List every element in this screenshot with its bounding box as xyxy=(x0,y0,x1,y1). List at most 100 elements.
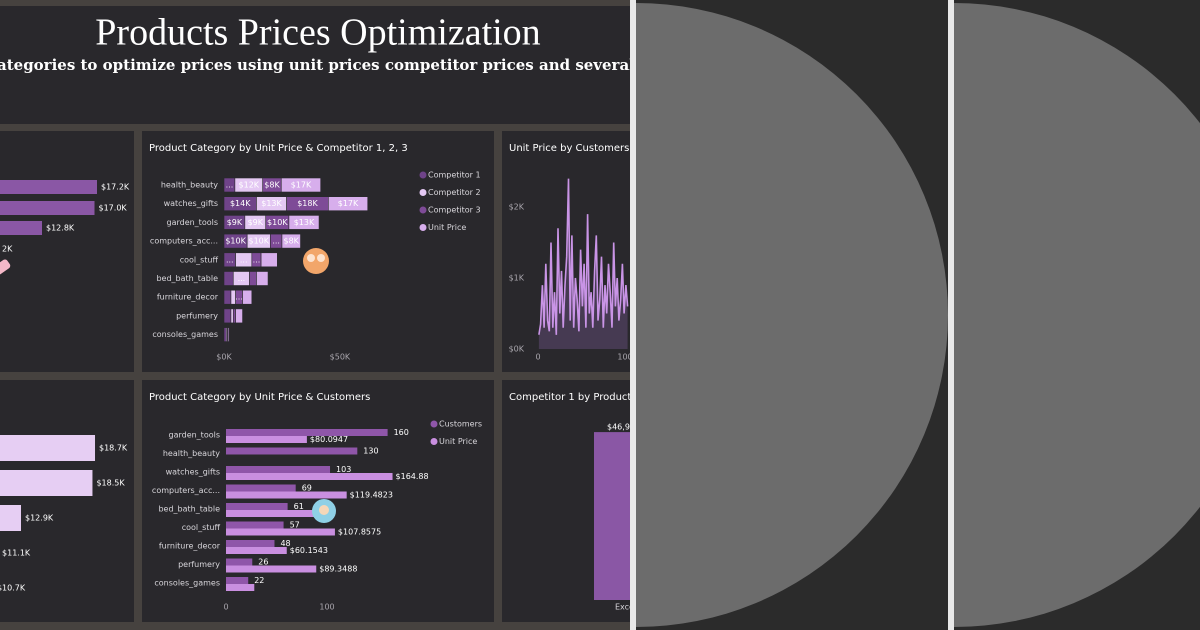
category-label: perfumery xyxy=(176,311,218,320)
data-label: $10K xyxy=(267,218,288,227)
y-tick-label: $2K xyxy=(509,203,525,212)
legend-label: Customers xyxy=(439,420,482,429)
category-label: furniture_decor xyxy=(157,293,219,302)
x-tick-label: 0 xyxy=(223,603,228,612)
divider xyxy=(948,0,954,630)
legend-marker xyxy=(419,189,427,196)
legend-marker xyxy=(419,224,427,231)
data-label: $89.3488 xyxy=(319,565,357,574)
data-label: ... xyxy=(238,274,246,283)
bar xyxy=(226,584,255,591)
data-label: $17.0K xyxy=(99,204,128,213)
category-label: cool_stuff xyxy=(182,523,221,532)
data-label: $10.7K xyxy=(0,584,26,593)
data-label: $18K xyxy=(297,199,318,208)
header-panel xyxy=(0,6,630,124)
bar xyxy=(226,429,388,436)
data-label: $8K xyxy=(264,181,280,190)
bar-segment xyxy=(288,215,320,230)
data-label: $12.8K xyxy=(46,224,75,233)
category-label: cool_stuff xyxy=(180,255,219,264)
data-label: 160 xyxy=(394,428,409,437)
category-label: watches_gifts xyxy=(166,468,220,477)
category-label: health_beauty xyxy=(161,181,218,190)
data-label: $9K xyxy=(227,218,243,227)
x-tick-label: Exce xyxy=(615,603,634,612)
y-tick-label: $0K xyxy=(509,345,525,354)
data-label: $14K xyxy=(230,199,251,208)
data-label: $80.0947 xyxy=(310,435,348,444)
bar-segment xyxy=(227,327,230,342)
page-subtitle: ategories to optimize prices using unit … xyxy=(0,56,635,74)
legend-label: Unit Price xyxy=(439,437,477,446)
bar-segment xyxy=(281,233,301,249)
category-label: computers_acc... xyxy=(152,486,220,495)
bar-segment xyxy=(280,177,321,193)
bar xyxy=(226,484,296,492)
bar xyxy=(226,547,287,554)
bar xyxy=(226,503,288,510)
bar-segment xyxy=(223,327,227,342)
data-label: ... xyxy=(240,255,248,264)
data-label: $12.9K xyxy=(25,514,54,523)
bar-segment xyxy=(260,252,278,268)
data-label: 69 xyxy=(302,484,312,493)
chart-title: Competitor 1 by Product S xyxy=(509,392,641,403)
side-pane xyxy=(954,3,1200,627)
x-tick-label: 0 xyxy=(535,353,540,362)
x-tick-label: $50K xyxy=(330,353,351,362)
data-label: ... xyxy=(272,237,280,246)
data-label: 103 xyxy=(336,465,351,474)
bar xyxy=(226,565,317,573)
panel-background xyxy=(0,380,134,622)
bar xyxy=(594,432,630,600)
data-label: 48 xyxy=(280,539,290,548)
panel: Competitor 1 by Product S $46,9 Exce xyxy=(502,380,641,622)
half-circle xyxy=(954,3,1200,627)
chart-title: Unit Price by Customers xyxy=(509,143,629,154)
data-label: $17.2K xyxy=(101,183,130,192)
panel-background xyxy=(0,131,134,372)
bar xyxy=(226,473,393,480)
icon xyxy=(303,248,329,274)
side-pane xyxy=(636,3,948,627)
data-label: ... xyxy=(253,255,261,264)
data-label: 57 xyxy=(290,521,300,530)
category-label: furniture_decor xyxy=(159,542,221,551)
data-label: $12K xyxy=(239,181,260,190)
category-label: consoles_games xyxy=(152,330,218,339)
data-label: ... xyxy=(235,293,243,302)
bar-segment xyxy=(328,196,369,211)
category-label: garden_tools xyxy=(166,218,218,227)
x-tick-label: 100 xyxy=(319,603,334,612)
data-label: 26 xyxy=(258,558,268,567)
bar xyxy=(0,180,97,194)
category-label: perfumery xyxy=(178,560,220,569)
data-label: $13K xyxy=(261,199,282,208)
x-tick-label: $0K xyxy=(216,353,232,362)
legend-marker xyxy=(419,171,427,179)
bar-segment xyxy=(235,308,243,324)
data-label: $8K xyxy=(284,237,300,246)
panel: $18.7K $18.5K $12.9K $11.1K $10.7K xyxy=(0,380,134,622)
legend-marker xyxy=(430,420,438,428)
bar xyxy=(226,491,347,499)
data-label: $60.1543 xyxy=(290,546,328,555)
data-label: $119.4823 xyxy=(350,491,393,500)
annotation: 2K xyxy=(2,245,13,254)
half-circle xyxy=(636,3,948,627)
data-label: ... xyxy=(226,181,234,190)
bar-segment xyxy=(242,289,253,305)
x-tick-label: 100 xyxy=(617,353,632,362)
category-label: health_beauty xyxy=(163,449,220,458)
bar xyxy=(226,510,320,517)
line xyxy=(538,178,629,335)
bar xyxy=(226,466,331,473)
bar xyxy=(0,435,96,461)
data-label: $107.8575 xyxy=(338,528,381,537)
category-label: bed_bath_table xyxy=(156,274,218,283)
legend-marker xyxy=(430,438,438,445)
bar xyxy=(226,528,335,536)
category-label: garden_tools xyxy=(168,431,220,440)
